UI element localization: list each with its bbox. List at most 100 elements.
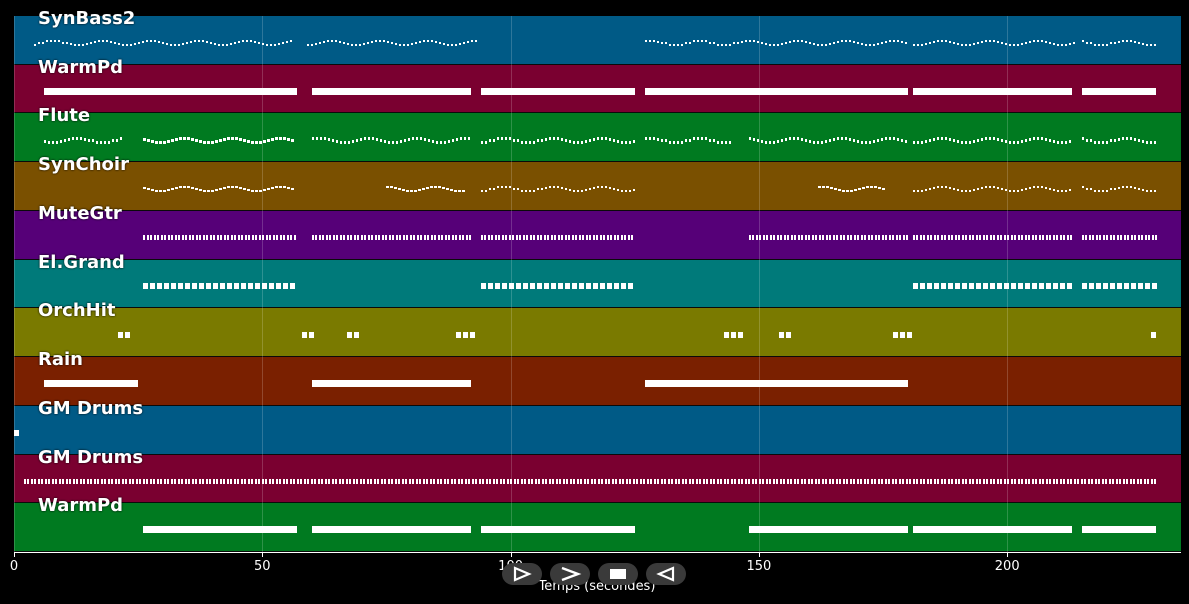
note bbox=[555, 478, 558, 484]
note bbox=[603, 235, 606, 241]
note bbox=[944, 39, 948, 43]
note bbox=[737, 478, 740, 484]
fast-forward-button[interactable] bbox=[550, 563, 590, 585]
note bbox=[496, 185, 500, 189]
note bbox=[69, 42, 73, 46]
play-button[interactable] bbox=[502, 563, 542, 585]
note bbox=[420, 235, 423, 241]
note bbox=[317, 478, 320, 484]
note bbox=[258, 235, 261, 241]
note bbox=[505, 235, 508, 241]
note bbox=[501, 235, 504, 241]
note bbox=[965, 235, 968, 241]
note bbox=[1109, 139, 1113, 142]
note bbox=[291, 187, 294, 191]
note bbox=[225, 43, 229, 47]
note bbox=[1068, 140, 1072, 143]
note bbox=[331, 139, 335, 142]
note bbox=[339, 141, 343, 144]
note bbox=[1060, 43, 1064, 47]
note bbox=[440, 478, 443, 484]
note bbox=[1088, 235, 1091, 241]
stop-button[interactable] bbox=[598, 563, 638, 585]
note bbox=[329, 235, 332, 241]
note bbox=[989, 478, 992, 484]
note bbox=[323, 137, 327, 140]
note bbox=[557, 235, 560, 241]
note bbox=[388, 235, 391, 241]
note bbox=[1066, 283, 1072, 290]
note bbox=[864, 235, 867, 241]
note bbox=[422, 187, 425, 191]
note bbox=[327, 138, 331, 141]
note bbox=[867, 235, 870, 241]
track-7[interactable]: Rain bbox=[14, 349, 1181, 406]
note bbox=[1017, 235, 1020, 241]
note bbox=[874, 235, 877, 241]
note bbox=[175, 138, 178, 141]
note bbox=[159, 141, 162, 144]
note bbox=[844, 137, 848, 140]
note bbox=[159, 189, 162, 193]
note bbox=[275, 185, 278, 189]
note bbox=[947, 478, 950, 484]
note bbox=[968, 141, 972, 144]
note bbox=[564, 139, 568, 142]
note bbox=[272, 235, 275, 241]
note bbox=[1105, 141, 1109, 144]
note bbox=[272, 478, 275, 484]
note bbox=[241, 39, 245, 43]
note bbox=[968, 283, 974, 290]
note bbox=[961, 478, 964, 484]
note bbox=[615, 478, 618, 484]
note bbox=[315, 235, 318, 241]
note bbox=[192, 283, 198, 290]
note bbox=[708, 41, 712, 45]
note bbox=[818, 478, 821, 484]
note bbox=[548, 478, 551, 484]
note bbox=[1123, 235, 1126, 241]
note bbox=[374, 39, 378, 43]
note bbox=[178, 283, 184, 290]
note bbox=[478, 478, 481, 484]
note bbox=[410, 189, 413, 193]
note bbox=[1003, 235, 1006, 241]
note bbox=[1081, 39, 1085, 43]
note bbox=[293, 478, 296, 484]
note bbox=[488, 187, 492, 191]
note bbox=[589, 235, 592, 241]
note bbox=[960, 43, 964, 47]
note bbox=[145, 39, 149, 43]
note bbox=[248, 235, 251, 241]
note bbox=[446, 43, 450, 47]
note bbox=[469, 235, 472, 241]
note bbox=[620, 141, 624, 144]
note bbox=[1070, 235, 1073, 241]
note bbox=[296, 478, 299, 484]
note bbox=[561, 235, 564, 241]
note bbox=[905, 478, 908, 484]
note bbox=[842, 189, 845, 193]
note bbox=[462, 332, 468, 339]
rewind-button[interactable] bbox=[646, 563, 686, 585]
note bbox=[1116, 283, 1122, 290]
note bbox=[527, 478, 530, 484]
note bbox=[101, 39, 105, 43]
note bbox=[996, 186, 1000, 190]
note bbox=[202, 235, 205, 241]
note bbox=[434, 40, 438, 44]
note bbox=[217, 43, 221, 47]
note bbox=[919, 478, 922, 484]
note bbox=[699, 478, 702, 484]
note bbox=[1129, 185, 1133, 189]
track-8[interactable]: GM Drums bbox=[14, 398, 1181, 455]
note bbox=[958, 235, 961, 241]
note bbox=[580, 141, 584, 144]
note bbox=[480, 141, 484, 144]
note bbox=[1141, 140, 1145, 143]
note bbox=[1144, 283, 1150, 290]
note bbox=[568, 140, 572, 143]
piano-roll[interactable]: SynBass2 WarmPd Flute SynChoir MuteGtr El.Gra… bbox=[14, 8, 1181, 552]
track-6[interactable]: OrchHit bbox=[14, 300, 1181, 358]
note bbox=[512, 235, 515, 241]
